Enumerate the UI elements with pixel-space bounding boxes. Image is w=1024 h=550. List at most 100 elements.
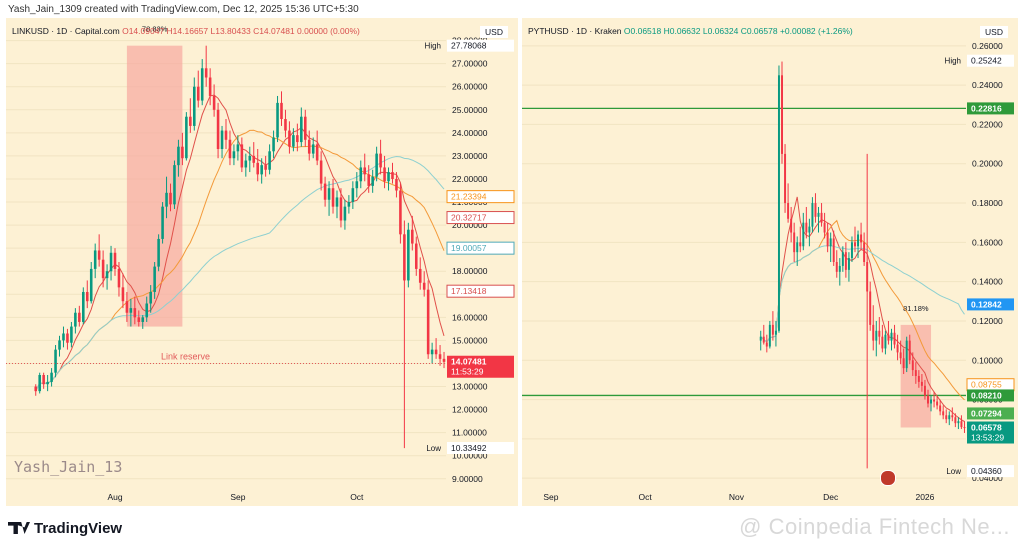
link-candle (367, 165, 370, 193)
link-candle-body (442, 358, 446, 362)
link-candle-body (359, 167, 363, 182)
footer-bar: TradingView @ Coinpedia Fintech Ne... (0, 506, 1024, 550)
pyth-candle (817, 206, 820, 233)
link-x-tick-label: Sep (230, 492, 245, 502)
link-candle-body (50, 372, 53, 382)
link-price-tag-value: 19.00057 (451, 243, 487, 253)
link-price-tag-box (446, 211, 515, 225)
link-moving-average-line (35, 129, 445, 392)
pyth-currency-button[interactable]: USD (980, 26, 1008, 38)
us-flag-icon[interactable] (880, 470, 896, 486)
pyth-candle (790, 206, 793, 243)
link-candle (228, 130, 232, 166)
pyth-candle (884, 330, 887, 355)
link-candle (323, 176, 327, 207)
link-y-tick-label: 20.00000 (452, 220, 488, 230)
pyth-candle (945, 409, 948, 424)
link-candle (58, 335, 61, 357)
pyth-candle-body (793, 232, 796, 253)
link-y-tick-label: 22.00000 (452, 174, 488, 184)
pyth-candle-body (799, 242, 802, 247)
pyth-price-tag: 0.08755 (966, 378, 1015, 392)
link-candle-body (395, 178, 398, 191)
link-candle (101, 250, 105, 288)
link-chart-svg[interactable]: 9.00000 10.00000 11.00000 12.00000 13.00000 1… (6, 18, 518, 506)
pyth-price-tag-box (967, 465, 1014, 478)
pyth-chart-pane[interactable]: 0.040000.060000.080000.100000.120000.140… (522, 18, 1018, 506)
link-candle-body (284, 119, 287, 131)
link-candle-body (62, 333, 65, 341)
pyth-candle-body (850, 242, 853, 259)
link-candle-body (193, 86, 196, 126)
link-candle (113, 248, 117, 276)
link-candle-body (145, 303, 149, 318)
link-candle (284, 109, 287, 138)
link-price-tag-value: 27.78068 (451, 41, 487, 51)
pyth-candle-body (884, 334, 887, 349)
pyth-price-tag: 0.07294 (967, 407, 1014, 420)
pyth-candle (762, 324, 765, 345)
link-candle-body (264, 165, 267, 170)
link-candle-body (296, 135, 299, 143)
link-price-tag: High 27.78068 (425, 39, 514, 52)
link-candle-body (149, 291, 152, 304)
pyth-candle-body (951, 415, 954, 418)
link-candle (70, 321, 73, 348)
link-candle-body (89, 268, 93, 302)
link-candle (74, 308, 77, 334)
link-candle (292, 128, 295, 152)
link-candle (268, 144, 271, 175)
pyth-chart-svg[interactable]: 0.040000.060000.080000.100000.120000.140… (522, 18, 1018, 506)
link-candle-body (189, 116, 192, 126)
pyth-moving-average-line (760, 219, 965, 401)
link-chart-pane[interactable]: 9.00000 10.00000 11.00000 12.00000 13.00000 1… (6, 18, 518, 506)
pyth-pct-label: 81.18% (903, 304, 929, 313)
link-candle (296, 123, 299, 152)
link-candle (327, 181, 331, 216)
link-candle-body (391, 172, 394, 179)
link-candle-body (434, 349, 438, 355)
link-y-tick-label: 25.00000 (452, 105, 488, 115)
link-price-tag-value: 14.07481 (451, 357, 487, 367)
link-price-tag-box (446, 190, 515, 204)
pyth-moving-average-line (760, 196, 965, 422)
link-candle-body (173, 165, 176, 205)
pyth-candle-body (787, 203, 790, 219)
tradingview-mark-icon (8, 522, 30, 534)
link-price-tag-value: 10.33492 (451, 443, 487, 453)
link-candle (391, 162, 394, 184)
pyth-candle (805, 206, 808, 239)
link-currency-button[interactable]: USD (480, 26, 508, 38)
pyth-candle (917, 370, 920, 388)
pyth-candle (914, 362, 917, 384)
link-candle-body (260, 165, 263, 175)
pyth-candle (860, 222, 863, 251)
link-candle-body (54, 349, 57, 373)
pyth-candle (850, 236, 853, 262)
link-candle (411, 215, 414, 251)
credit-text: Yash_Jain_1309 created with TradingView.… (8, 4, 359, 15)
link-price-tag-value: 17.13418 (451, 286, 487, 296)
pyth-candle-body (869, 291, 872, 325)
pyth-candle (811, 197, 814, 233)
pyth-candle (787, 183, 790, 223)
link-candle-body (399, 190, 402, 235)
pyth-y-tick-label: 0.16000 (972, 237, 1003, 247)
link-candle (272, 130, 275, 159)
pyth-candle-body (771, 324, 774, 335)
pyth-price-tag-box (967, 298, 1014, 311)
pyth-y-tick-label: 0.26000 (972, 41, 1003, 51)
pyth-price-tag-kind: High (945, 57, 961, 66)
link-candle-body (70, 326, 73, 343)
link-candle (133, 296, 137, 325)
link-candle-body (315, 144, 319, 161)
link-price-tag: 19.00057 (446, 241, 515, 255)
link-candle (260, 158, 263, 184)
link-candle (177, 139, 180, 177)
pyth-candle-body (823, 222, 826, 233)
pyth-candle-body (945, 415, 948, 420)
link-candle (335, 190, 339, 219)
pyth-candle (926, 389, 929, 408)
tradingview-logo[interactable]: TradingView (8, 520, 122, 537)
